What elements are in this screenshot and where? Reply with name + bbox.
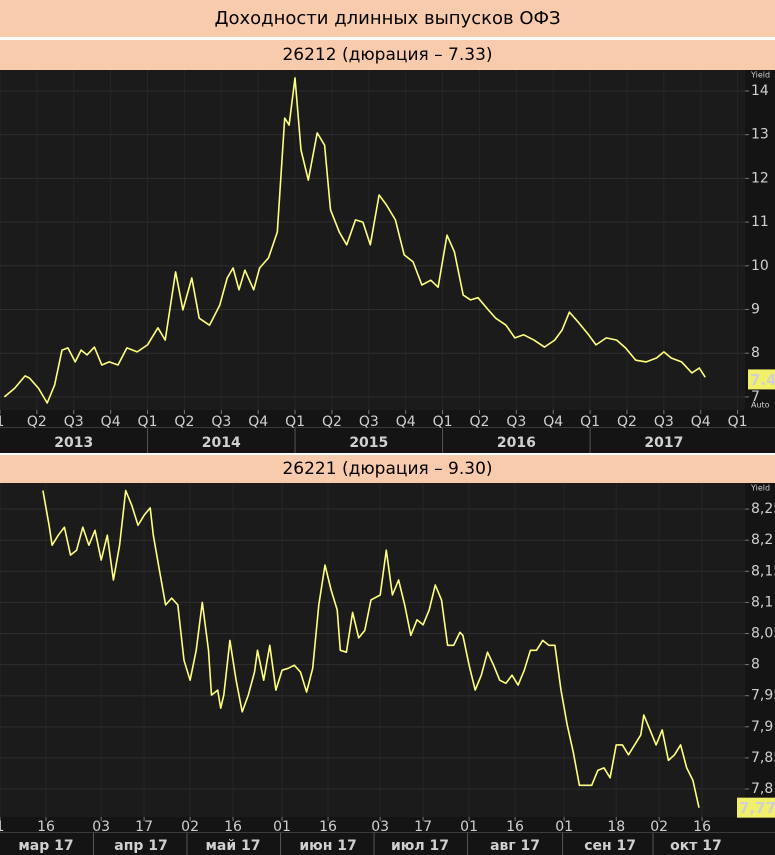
chart-title: 26212 (дюрация – 7.33)	[0, 40, 775, 70]
y-tick-label: 7,9	[751, 719, 773, 735]
y-axis-panel	[745, 70, 775, 410]
y-tick-label: 7,8	[751, 781, 773, 797]
y-tick-label: 8	[751, 657, 760, 673]
x-tick-label: Q3	[359, 414, 379, 430]
y-tick-label: 10	[751, 258, 769, 274]
x-axis-background	[0, 410, 775, 453]
x-tick-label: Q2	[27, 414, 47, 430]
current-value-box	[737, 797, 775, 818]
x-tick-label: 03	[371, 819, 389, 835]
y-tick-label: 9	[751, 301, 760, 317]
x-tick-label: 02	[181, 819, 199, 835]
line-series	[3, 77, 706, 404]
x-group-label: окт 17	[670, 838, 722, 854]
x-tick-label: 01	[460, 819, 478, 835]
x-tick-label: Q1	[285, 414, 305, 430]
x-tick-label: Q1	[138, 414, 158, 430]
x-tick-label: Q4	[248, 414, 268, 430]
current-value-label: 7,77	[739, 799, 775, 817]
x-tick-label: Q1	[728, 414, 748, 430]
current-value-label: 7.4	[750, 371, 775, 389]
x-group-label: 2017	[644, 435, 683, 451]
y-tick-label: 8,2	[751, 532, 773, 548]
y-tick-label: 7,85	[751, 750, 775, 766]
x-tick-label: Q3	[506, 414, 526, 430]
page-title: Доходности длинных выпусков ОФЗ	[0, 0, 775, 37]
y-tick-label: 8,15	[751, 563, 775, 579]
y-tick-label: 8,05	[751, 626, 775, 642]
line-series	[42, 489, 700, 808]
y-tick-label: 8,25	[751, 501, 775, 517]
y-tick-label: 7,95	[751, 688, 775, 704]
y-axis-panel	[745, 483, 775, 817]
x-group-label: 2013	[54, 435, 93, 451]
x-tick-label: 1	[0, 414, 4, 430]
y-axis-label: Yield	[750, 484, 770, 493]
x-tick-label: Q4	[543, 414, 563, 430]
x-tick-label: 18	[607, 819, 625, 835]
x-tick-label: 16	[506, 819, 524, 835]
scale-label: Auto	[751, 401, 770, 410]
x-tick-label: 02	[650, 819, 668, 835]
y-axis-label: Yield	[750, 71, 770, 80]
x-group-label: 2016	[497, 435, 536, 451]
plot-background	[0, 70, 775, 410]
x-tick-label: Q1	[580, 414, 600, 430]
x-group-label: май 17	[205, 838, 260, 854]
x-group-label: 2014	[202, 435, 241, 451]
chart: 7,8 7,85 7,9 7,95 8 8,05 8,1 8,15 8,2 8,25 1 16 03 17…	[0, 483, 775, 855]
y-tick-label: 8	[751, 345, 760, 361]
x-group-label: июн 17	[299, 838, 356, 854]
x-tick-label: Q3	[654, 414, 674, 430]
y-tick-label: 8,1	[751, 594, 773, 610]
x-tick-label: 16	[224, 819, 242, 835]
x-tick-label: Q3	[64, 414, 84, 430]
x-tick-label: Q1	[433, 414, 453, 430]
x-tick-label: Q4	[691, 414, 711, 430]
x-tick-label: 01	[555, 819, 573, 835]
x-axis-background	[0, 817, 775, 855]
chart-title: 26221 (дюрация – 9.30)	[0, 455, 775, 483]
x-tick-label: Q2	[617, 414, 637, 430]
x-tick-label: Q4	[396, 414, 416, 430]
x-tick-label: 16	[37, 819, 55, 835]
y-tick-label: 11	[751, 214, 769, 230]
y-tick-label: 14	[751, 83, 769, 99]
x-tick-label: Q2	[174, 414, 194, 430]
x-group-label: мар 17	[18, 838, 73, 854]
x-group-label: 2015	[349, 435, 388, 451]
x-tick-label: Q2	[469, 414, 489, 430]
y-tick-label: 12	[751, 170, 769, 186]
x-tick-label: Q4	[101, 414, 121, 430]
x-tick-label: 01	[273, 819, 291, 835]
x-tick-label: 17	[135, 819, 153, 835]
x-tick-label: 16	[319, 819, 337, 835]
x-tick-label: Q2	[322, 414, 342, 430]
current-value-box	[748, 369, 775, 390]
x-tick-label: Q3	[211, 414, 231, 430]
x-tick-label: 16	[693, 819, 711, 835]
x-group-label: сен 17	[584, 838, 636, 854]
x-tick-label: 1	[0, 819, 4, 835]
x-group-label: авг 17	[490, 838, 540, 854]
x-group-label: апр 17	[114, 838, 168, 854]
x-tick-label: 17	[414, 819, 432, 835]
y-tick-label: 7	[751, 389, 760, 405]
y-tick-label: 13	[751, 127, 769, 143]
chart: 7 8 9 10 11 12 13 14 1 Q2 Q3 Q4 Q1 Q2 Q3 Q4 Q1 Q2 Q3 Q4 Q1 Q2…	[0, 70, 775, 453]
plot-background	[0, 483, 775, 817]
x-tick-label: 03	[92, 819, 110, 835]
x-group-label: июл 17	[391, 838, 449, 854]
